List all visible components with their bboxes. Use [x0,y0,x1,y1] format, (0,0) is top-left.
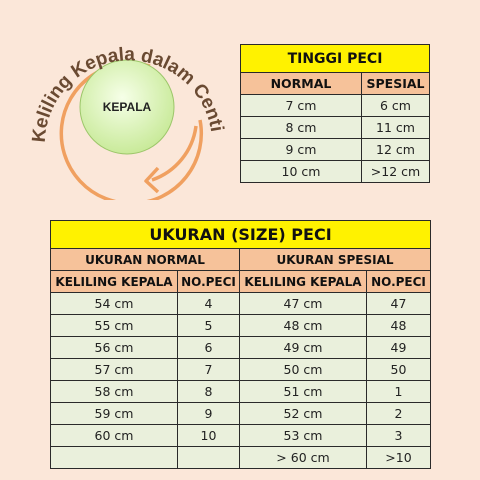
table-cell [177,446,240,469]
table-cell: 11 cm [361,116,430,139]
table-cell: 1 [366,380,431,403]
table-title: UKURAN (SIZE) PECI [50,220,431,249]
table-row: 56 cm 6 49 cm 49 [50,336,431,359]
head-circumference-diagram: KEPALA Keliling Kepala dalam Centimeter [0,0,227,200]
table-row: 58 cm 8 51 cm 1 [50,380,431,403]
table-cell: 58 cm [50,380,178,403]
table-cell: 6 [177,336,240,359]
table-row: 54 cm 4 47 cm 47 [50,292,431,315]
table-cell: 54 cm [50,292,178,315]
table-row: 60 cm 10 53 cm 3 [50,424,431,447]
table-title: TINGGI PECI [240,44,430,73]
table-cell: 56 cm [50,336,178,359]
table-row: 55 cm 5 48 cm 48 [50,314,431,337]
group-header-special: UKURAN SPESIAL [239,248,431,271]
table-cell: 3 [366,424,431,447]
table-cell: 9 [177,402,240,425]
column-header: KELILING KEPALA [239,270,367,293]
table-cell: 48 [366,314,431,337]
table-cell: 60 cm [50,424,178,447]
table-row: 57 cm 7 50 cm 50 [50,358,431,381]
table-cell: 50 cm [239,358,367,381]
column-header: NO.PECI [177,270,240,293]
table-cell: 7 cm [240,94,362,117]
arrow-head-icon [144,166,160,194]
peci-size-table: UKURAN (SIZE) PECI UKURAN NORMAL UKURAN … [50,220,431,469]
table-cell [50,446,178,469]
table-cell: 9 cm [240,138,362,161]
column-header: KELILING KEPALA [50,270,178,293]
table-cell: > 60 cm [239,446,367,469]
column-header: SPESIAL [361,72,430,95]
column-header: NORMAL [240,72,362,95]
table-cell: 51 cm [239,380,367,403]
table-cell: >10 [366,446,431,469]
table-cell: 49 cm [239,336,367,359]
table-cell: 7 [177,358,240,381]
table-cell: 50 [366,358,431,381]
column-header: NO.PECI [366,270,431,293]
circular-arrow-shadow [151,125,198,182]
table-cell: 53 cm [239,424,367,447]
table-cell: 6 cm [361,94,430,117]
table-cell: >12 cm [361,160,430,183]
table-row: 9 cm 12 cm [240,138,430,161]
table-cell: 47 [366,292,431,315]
table-cell: 8 cm [240,116,362,139]
head-label: KEPALA [103,100,152,114]
table-row: 8 cm 11 cm [240,116,430,139]
table-cell: 10 [177,424,240,447]
table-row: 10 cm >12 cm [240,160,430,183]
table-cell: 48 cm [239,314,367,337]
table-cell: 10 cm [240,160,362,183]
table-cell: 12 cm [361,138,430,161]
table-cell: 49 [366,336,431,359]
table-cell: 52 cm [239,402,367,425]
table-cell: 47 cm [239,292,367,315]
group-header-normal: UKURAN NORMAL [50,248,240,271]
table-cell: 55 cm [50,314,178,337]
table-cell: 59 cm [50,402,178,425]
table-cell: 57 cm [50,358,178,381]
table-cell: 4 [177,292,240,315]
peci-height-table: TINGGI PECI NORMAL SPESIAL 7 cm 6 cm 8 c… [240,44,430,183]
table-row: > 60 cm >10 [50,446,431,469]
table-cell: 5 [177,314,240,337]
table-cell: 8 [177,380,240,403]
table-row: 7 cm 6 cm [240,94,430,117]
table-cell: 2 [366,402,431,425]
head-circle [79,59,175,155]
table-row: 59 cm 9 52 cm 2 [50,402,431,425]
